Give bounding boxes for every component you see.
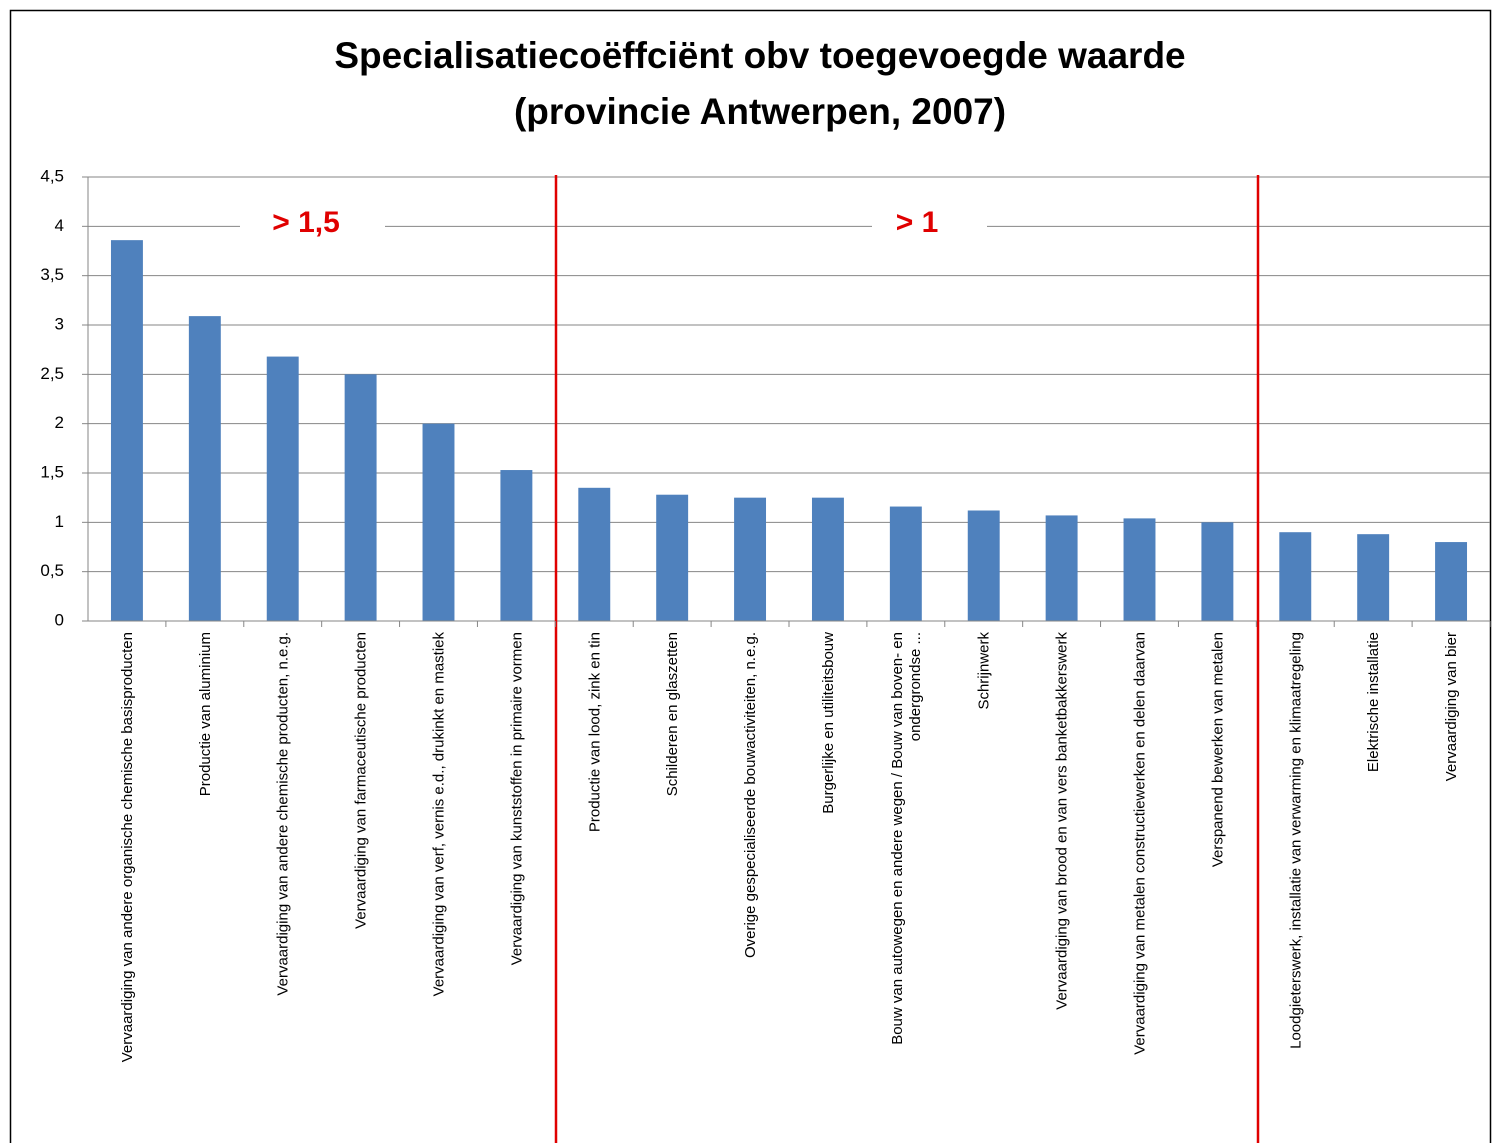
bar bbox=[889, 506, 922, 621]
y-tick-label: 1 bbox=[55, 512, 64, 531]
bar bbox=[656, 494, 689, 621]
bar bbox=[1279, 532, 1312, 621]
y-tick-label: 2,5 bbox=[40, 364, 64, 383]
bar bbox=[1357, 534, 1390, 621]
x-tick-label: Vervaardiging van kunststoffen in primai… bbox=[508, 632, 525, 965]
bar bbox=[967, 510, 1000, 621]
bar bbox=[1435, 542, 1468, 621]
annotation-bg bbox=[240, 205, 385, 243]
annotation-bg bbox=[872, 205, 987, 243]
chart-title: Specialisatiecoëffciënt obv toegevoegde … bbox=[334, 35, 1185, 76]
y-tick-label: 1,5 bbox=[40, 462, 64, 481]
x-tick-label: Elektrische installatie bbox=[1365, 632, 1382, 772]
bar bbox=[1123, 518, 1156, 621]
bar bbox=[1201, 522, 1234, 621]
bar bbox=[500, 470, 533, 621]
bar bbox=[734, 497, 767, 621]
x-tick-label: Vervaardiging van bier bbox=[1443, 632, 1460, 781]
x-tick-label: Vervaardiging van metalen constructiewer… bbox=[1132, 632, 1149, 1055]
bar bbox=[266, 356, 299, 621]
x-tick-label: Vervaardiging van brood en van vers bank… bbox=[1054, 632, 1071, 1010]
x-tick-label: Burgerlijke en utiliteitsbouw bbox=[820, 632, 837, 814]
x-tick-label: Verspanend bewerken van metalen bbox=[1209, 632, 1226, 867]
y-tick-label: 4,5 bbox=[40, 166, 64, 185]
x-tick-label: Vervaardiging van farmaceutische product… bbox=[353, 632, 370, 929]
bar bbox=[1045, 515, 1078, 621]
x-tick-label: Overige gespecialiseerde bouwactiviteite… bbox=[742, 632, 759, 958]
bar bbox=[811, 497, 844, 621]
bar bbox=[578, 487, 611, 621]
y-tick-label: 3 bbox=[55, 314, 64, 333]
x-tick-label: Productie van lood, zink en tin bbox=[586, 632, 603, 832]
y-tick-label: 2 bbox=[55, 413, 64, 432]
annotation: > 1 bbox=[896, 206, 939, 239]
x-tick-label: Productie van aluminium bbox=[197, 632, 214, 796]
y-tick-label: 0 bbox=[55, 610, 64, 629]
bars bbox=[110, 240, 1468, 621]
bar bbox=[188, 316, 221, 621]
y-tick-label: 0,5 bbox=[40, 561, 64, 580]
x-tick-label: Vervaardiging van andere chemische produ… bbox=[275, 632, 292, 996]
x-tick-label: Bouw van autowegen en andere wegen / Bou… bbox=[889, 632, 924, 1045]
chart-subtitle: (provincie Antwerpen, 2007) bbox=[514, 91, 1006, 132]
y-tick-label: 3,5 bbox=[40, 265, 64, 284]
bar bbox=[110, 240, 143, 621]
x-tick-label: Vervaardiging van verf, vernis e.d., dru… bbox=[431, 632, 448, 997]
x-tick-label: Schrijnwerk bbox=[976, 632, 993, 710]
y-tick-label: 4 bbox=[55, 216, 64, 235]
bar bbox=[422, 423, 455, 621]
annotation: > 1,5 bbox=[272, 206, 340, 239]
x-tick-label: Loodgieterswerk, installatie van verwarm… bbox=[1287, 632, 1304, 1049]
x-tick-label: Vervaardiging van andere organische chem… bbox=[119, 632, 136, 1062]
bar bbox=[344, 374, 377, 621]
x-tick-label: Schilderen en glaszetten bbox=[664, 632, 681, 796]
